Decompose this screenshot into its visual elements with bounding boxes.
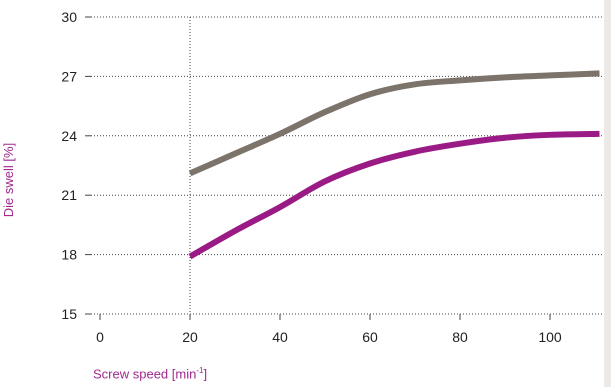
y-tick-label-15: 15 (61, 306, 77, 322)
y-tick-label-18: 18 (61, 247, 77, 263)
x-tick-label-100: 100 (538, 329, 562, 345)
x-tick-label-40: 40 (272, 329, 288, 345)
x-axis-label: Screw speed [min-1] (93, 366, 207, 381)
x-axis-label-exponent: -1 (196, 366, 204, 375)
y-axis-label: Die swell [%] (1, 142, 16, 218)
x-axis-label-close: ] (203, 366, 208, 382)
x-tick-label-80: 80 (452, 329, 468, 345)
x-tick-label-60: 60 (362, 329, 378, 345)
y-tick-label-27: 27 (61, 68, 77, 84)
right-edge-strip (604, 0, 611, 387)
x-axis-label-main: Screw speed [min (93, 366, 197, 382)
series-line-1 (188, 70, 600, 177)
series-line-2 (188, 130, 600, 260)
x-tick-label-20: 20 (182, 329, 198, 345)
y-tick-label-24: 24 (61, 128, 77, 144)
y-tick-label-30: 30 (61, 9, 77, 25)
x-tick-label-0: 0 (96, 329, 104, 345)
y-tick-label-21: 21 (61, 187, 77, 203)
